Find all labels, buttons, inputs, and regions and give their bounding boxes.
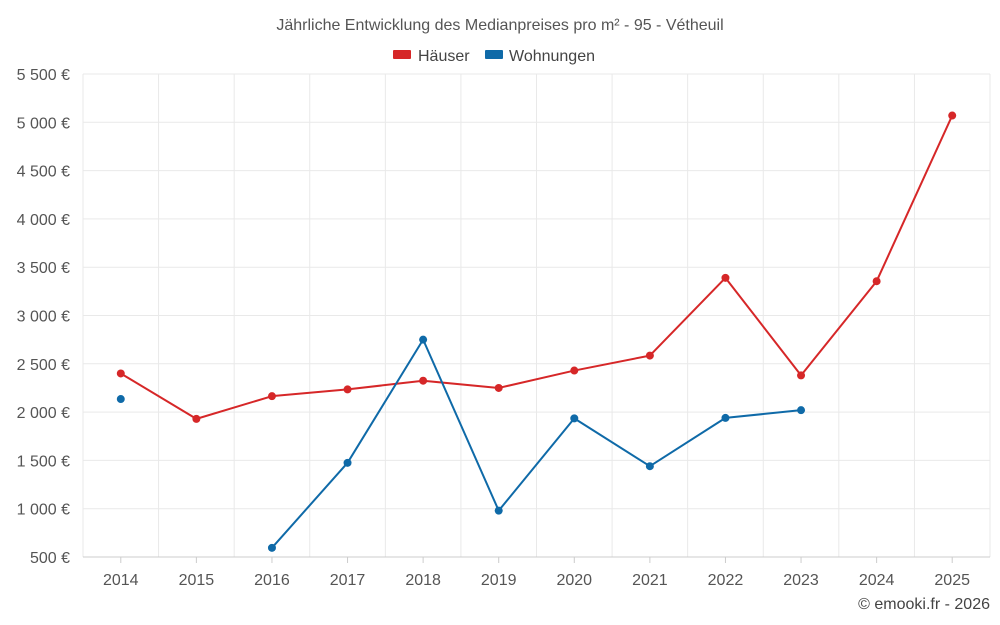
- series-wohnungen: [116, 335, 806, 552]
- x-tick-label: 2020: [556, 572, 592, 589]
- data-point-wohnungen-2018[interactable]: [419, 335, 428, 344]
- y-axis: 500 € 1 000 € 1 500 € 2 000 € 2 500 € 3 000 €…: [17, 67, 70, 567]
- data-point-haeuser-2017[interactable]: [343, 385, 352, 394]
- legend-label-wohnungen: Wohnungen: [509, 48, 595, 65]
- x-tick-label: 2017: [330, 572, 366, 589]
- data-point-haeuser-2022[interactable]: [721, 273, 730, 282]
- y-tick-label: 2 000 €: [17, 405, 70, 422]
- y-tick-label: 3 500 €: [17, 260, 70, 277]
- x-tick-label: 2022: [708, 572, 744, 589]
- series-line-haeuser: [120, 115, 954, 420]
- data-point-haeuser-2020[interactable]: [570, 366, 579, 375]
- x-tick-label: 2023: [783, 572, 819, 589]
- data-point-haeuser-2014[interactable]: [116, 369, 125, 378]
- legend-item-wohnungen[interactable]: Wohnungen: [485, 48, 595, 65]
- series-line-wohnungen: [271, 338, 802, 549]
- legend-swatch-haeuser: [393, 50, 411, 59]
- data-point-haeuser-2015[interactable]: [192, 414, 201, 423]
- y-tick-label: 2 500 €: [17, 357, 70, 374]
- x-tick-label: 2018: [405, 572, 441, 589]
- y-tick-label: 4 500 €: [17, 164, 70, 181]
- x-axis: 2014 2015 2016 2017 2018 2019 2020 2021 2022 2023…: [83, 556, 990, 589]
- credit-text: © emooki.fr - 2026: [858, 596, 990, 613]
- data-point-wohnungen-2020[interactable]: [570, 414, 579, 423]
- x-tick-label: 2025: [934, 572, 970, 589]
- data-point-haeuser-2016[interactable]: [267, 392, 276, 401]
- data-point-haeuser-2023[interactable]: [797, 371, 806, 380]
- data-point-haeuser-2024[interactable]: [872, 277, 881, 286]
- data-point-wohnungen-2017[interactable]: [343, 458, 352, 467]
- data-point-wohnungen-2019[interactable]: [494, 506, 503, 515]
- chart-title: Jährliche Entwicklung des Medianpreises …: [276, 17, 723, 34]
- legend-label-haeuser: Häuser: [418, 48, 470, 65]
- legend: Häuser Wohnungen: [393, 48, 595, 65]
- legend-swatch-wohnungen: [485, 50, 503, 59]
- data-point-haeuser-2021[interactable]: [645, 351, 654, 360]
- x-tick-label: 2021: [632, 572, 668, 589]
- y-tick-label: 5 500 €: [17, 67, 70, 84]
- data-point-wohnungen-2023[interactable]: [797, 406, 806, 415]
- gridlines: [82, 73, 991, 558]
- y-tick-label: 500 €: [30, 550, 70, 567]
- data-point-haeuser-2019[interactable]: [494, 383, 503, 392]
- x-tick-label: 2024: [859, 572, 895, 589]
- data-point-haeuser-2025[interactable]: [948, 111, 957, 120]
- series: [116, 111, 957, 552]
- x-tick-label: 2016: [254, 572, 290, 589]
- legend-item-haeuser[interactable]: Häuser: [393, 48, 470, 65]
- data-point-wohnungen-2021[interactable]: [645, 462, 654, 471]
- x-tick-label: 2015: [179, 572, 215, 589]
- y-tick-label: 5 000 €: [17, 115, 70, 132]
- y-tick-label: 1 000 €: [17, 502, 70, 519]
- data-point-haeuser-2018[interactable]: [419, 376, 428, 385]
- data-point-wohnungen-2022[interactable]: [721, 413, 730, 422]
- data-point-wohnungen-2016[interactable]: [267, 543, 276, 552]
- x-tick-label: 2014: [103, 572, 139, 589]
- series-haeuser: [116, 111, 957, 423]
- y-tick-label: 4 000 €: [17, 212, 70, 229]
- x-tick-label: 2019: [481, 572, 517, 589]
- y-tick-label: 1 500 €: [17, 453, 70, 470]
- data-point-wohnungen-2014[interactable]: [116, 395, 125, 404]
- y-tick-label: 3 000 €: [17, 309, 70, 326]
